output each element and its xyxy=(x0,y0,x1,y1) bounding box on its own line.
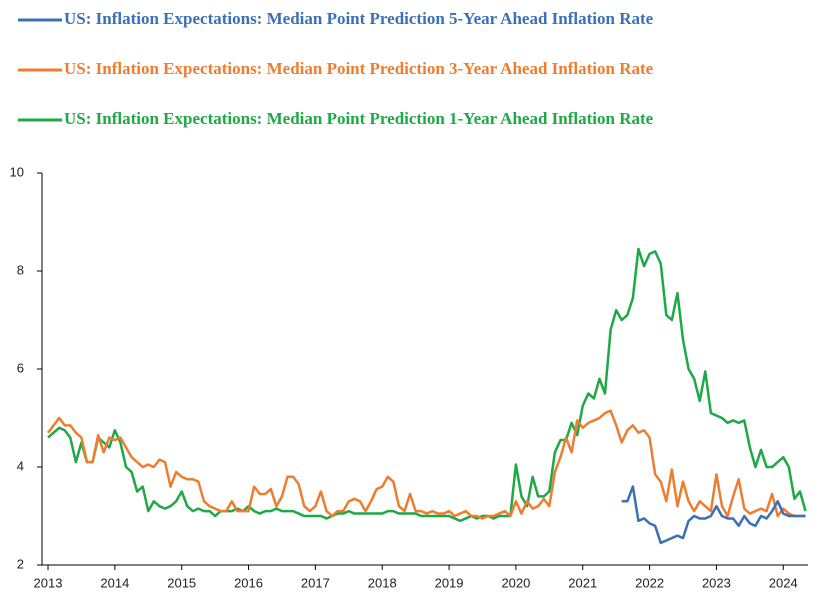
x-tick-label: 2023 xyxy=(702,575,731,590)
legend-label: US: Inflation Expectations: Median Point… xyxy=(64,59,654,78)
x-tick-label: 2017 xyxy=(301,575,330,590)
x-tick-label: 2018 xyxy=(368,575,397,590)
series-line xyxy=(621,485,806,545)
x-tick-label: 2015 xyxy=(167,575,196,590)
y-tick-label: 10 xyxy=(10,164,24,179)
x-tick-label: 2019 xyxy=(435,575,464,590)
x-tick-label: 2024 xyxy=(769,575,798,590)
x-tick-label: 2016 xyxy=(234,575,263,590)
y-tick-label: 6 xyxy=(17,360,24,375)
x-tick-label: 2014 xyxy=(100,575,129,590)
x-tick-label: 2021 xyxy=(568,575,597,590)
y-tick-label: 4 xyxy=(17,458,24,473)
legend-label: US: Inflation Expectations: Median Point… xyxy=(64,109,654,128)
x-tick-label: 2022 xyxy=(635,575,664,590)
series-line xyxy=(47,247,807,523)
x-tick-label: 2013 xyxy=(34,575,63,590)
y-tick-label: 8 xyxy=(17,262,24,277)
y-tick-label: 2 xyxy=(17,556,24,571)
series-line xyxy=(47,409,806,520)
legend-label: US: Inflation Expectations: Median Point… xyxy=(64,9,654,28)
x-tick-label: 2020 xyxy=(501,575,530,590)
